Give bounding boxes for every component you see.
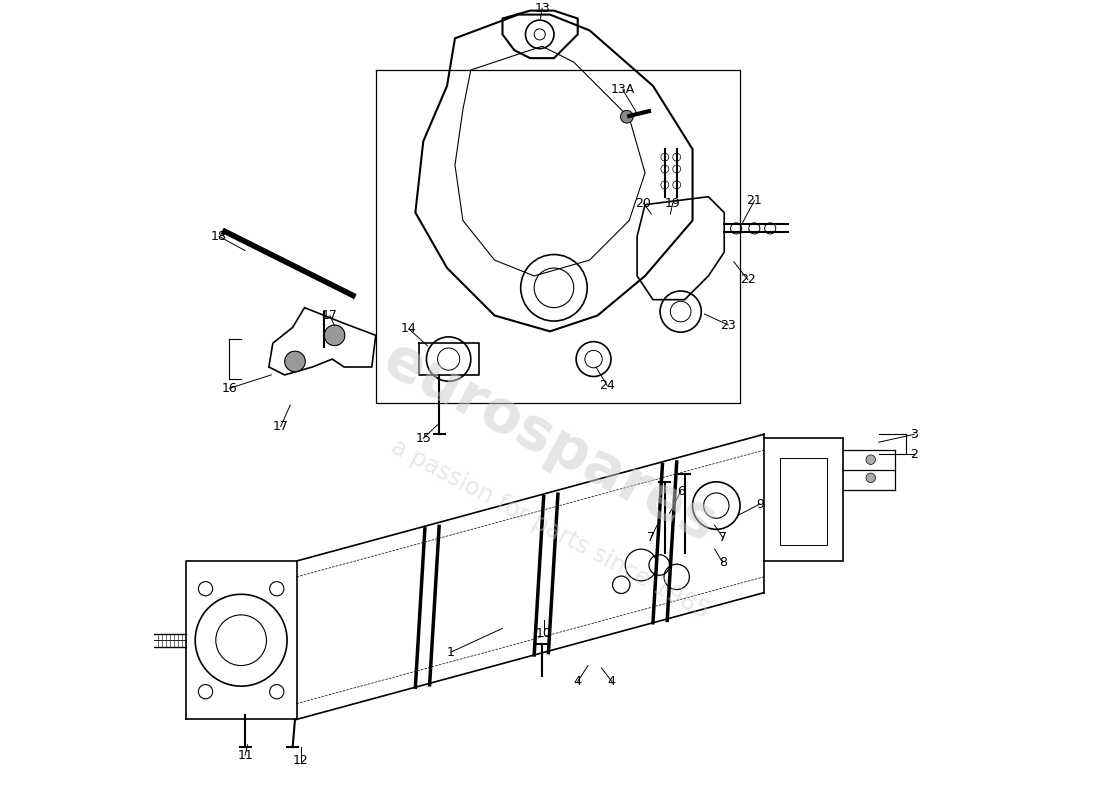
Circle shape <box>324 325 345 346</box>
Text: 15: 15 <box>416 432 431 445</box>
Text: 4: 4 <box>608 675 616 688</box>
Circle shape <box>730 223 741 234</box>
Circle shape <box>673 181 681 189</box>
Text: 7: 7 <box>648 530 656 544</box>
Text: 22: 22 <box>740 274 756 286</box>
Text: 11: 11 <box>238 749 253 762</box>
Text: 1: 1 <box>447 646 455 658</box>
Circle shape <box>866 455 876 465</box>
Text: 4: 4 <box>574 675 582 688</box>
Circle shape <box>198 582 212 596</box>
Text: 14: 14 <box>402 322 417 335</box>
Circle shape <box>535 29 546 40</box>
Text: 3: 3 <box>911 428 918 441</box>
Circle shape <box>661 165 669 173</box>
Text: 12: 12 <box>293 754 308 767</box>
Text: 9: 9 <box>756 498 763 510</box>
Circle shape <box>673 165 681 173</box>
Text: 13: 13 <box>535 2 550 14</box>
Text: 24: 24 <box>600 378 615 392</box>
Text: 23: 23 <box>720 318 736 331</box>
Text: 17: 17 <box>273 420 288 433</box>
Circle shape <box>673 153 681 161</box>
Text: 8: 8 <box>718 556 727 569</box>
Circle shape <box>270 582 284 596</box>
Text: eurospares: eurospares <box>374 330 726 554</box>
Text: a passion for parts since 1985: a passion for parts since 1985 <box>387 435 713 624</box>
Circle shape <box>749 223 760 234</box>
Text: 13A: 13A <box>610 83 635 96</box>
Text: 19: 19 <box>664 197 681 210</box>
Circle shape <box>620 110 634 123</box>
Circle shape <box>661 153 669 161</box>
Text: 21: 21 <box>747 194 762 207</box>
Circle shape <box>285 351 306 372</box>
Text: 16: 16 <box>221 382 238 395</box>
Text: 2: 2 <box>911 448 918 461</box>
Text: 10: 10 <box>536 627 551 640</box>
Text: 6: 6 <box>676 485 684 498</box>
Circle shape <box>270 685 284 699</box>
Circle shape <box>866 473 876 482</box>
Text: 20: 20 <box>636 197 651 210</box>
Text: 7: 7 <box>718 530 727 544</box>
Circle shape <box>198 685 212 699</box>
Text: 17: 17 <box>322 309 338 322</box>
Circle shape <box>661 181 669 189</box>
Circle shape <box>764 223 776 234</box>
Text: 18: 18 <box>211 230 227 243</box>
